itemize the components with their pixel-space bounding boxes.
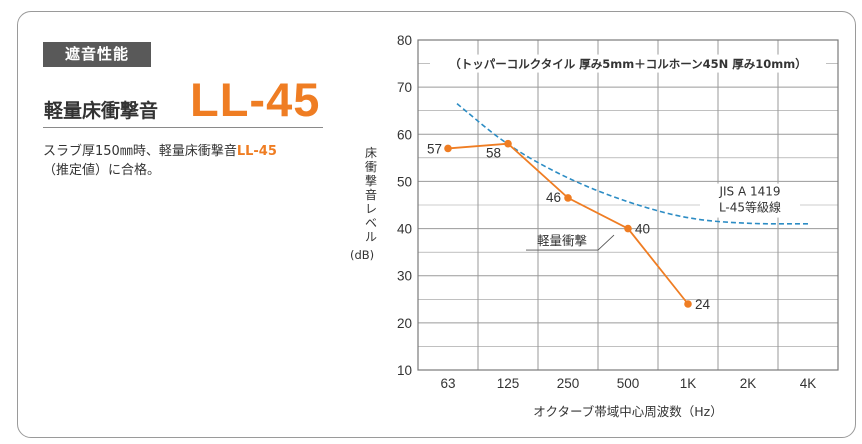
x-tick-label: 125	[497, 376, 520, 391]
x-tick-label: 1K	[680, 376, 697, 391]
y-axis-label-char: レ	[364, 202, 377, 216]
y-tick-label: 40	[397, 222, 412, 237]
series-leader	[526, 234, 615, 251]
x-tick-label: 500	[617, 376, 640, 391]
standard-label-line2: L-45等級線	[719, 200, 781, 215]
x-tick-label: 2K	[740, 376, 757, 391]
standard-curve	[456, 103, 808, 225]
description-accent: LL-45	[236, 144, 277, 159]
rating-value: LL-45	[190, 73, 321, 126]
y-tick-label: 70	[397, 80, 412, 95]
y-axis-label-char: 音	[364, 188, 377, 202]
data-label: 57	[427, 141, 442, 156]
heading-divider	[43, 127, 323, 128]
standard-label-bg	[700, 183, 800, 218]
data-point	[624, 224, 632, 233]
standard-label-line1: JIS A 1419	[718, 185, 780, 199]
description-prefix: スラブ厚150㎜時、軽量床衝撃音	[43, 144, 237, 159]
description-suffix: （推定値）に合格。	[43, 163, 161, 178]
x-tick-label: 4K	[800, 376, 817, 391]
description: スラブ厚150㎜時、軽量床衝撃音LL-45 （推定値）に合格。	[43, 142, 363, 180]
y-axis-label: 床衝撃音レベル	[360, 146, 382, 244]
y-tick-label: 30	[397, 269, 412, 284]
y-tick-label: 50	[397, 174, 412, 189]
spec-card	[17, 11, 856, 438]
plot-frame	[417, 39, 839, 371]
x-tick-label: 63	[440, 376, 455, 391]
y-axis-label-char: ベ	[364, 216, 377, 230]
heading-label: 軽量床衝撃音	[44, 100, 159, 122]
data-point	[564, 194, 572, 202]
y-axis-unit: (dB)	[350, 248, 375, 262]
y-axis-label-char: 衝	[364, 160, 377, 174]
data-point	[504, 139, 512, 148]
x-tick-label: 250	[557, 376, 580, 391]
data-label: 46	[546, 190, 561, 205]
data-label: 40	[635, 222, 650, 237]
chart-annotation: （トッパーコルクタイル 厚み5mm＋コルホーン45N 厚み10mm）	[449, 57, 807, 71]
section-badge: 遮音性能	[43, 42, 151, 67]
measured-line	[447, 142, 689, 305]
data-label: 58	[486, 146, 501, 161]
x-axis-title: オクターブ帯域中心周波数（Hz）	[533, 404, 722, 419]
y-tick-label: 20	[397, 316, 412, 331]
data-point	[684, 300, 692, 308]
data-point	[444, 144, 452, 153]
y-axis-label-char: 撃	[364, 174, 377, 188]
annotation-bg	[430, 54, 826, 73]
series-label: 軽量衝撃	[537, 233, 587, 248]
y-tick-label: 10	[397, 363, 412, 378]
y-tick-label: 60	[397, 127, 412, 142]
data-label: 24	[695, 297, 711, 312]
y-axis-label-char: ル	[364, 230, 377, 244]
y-tick-label: 80	[397, 33, 412, 48]
y-axis-label-char: 床	[364, 146, 377, 160]
